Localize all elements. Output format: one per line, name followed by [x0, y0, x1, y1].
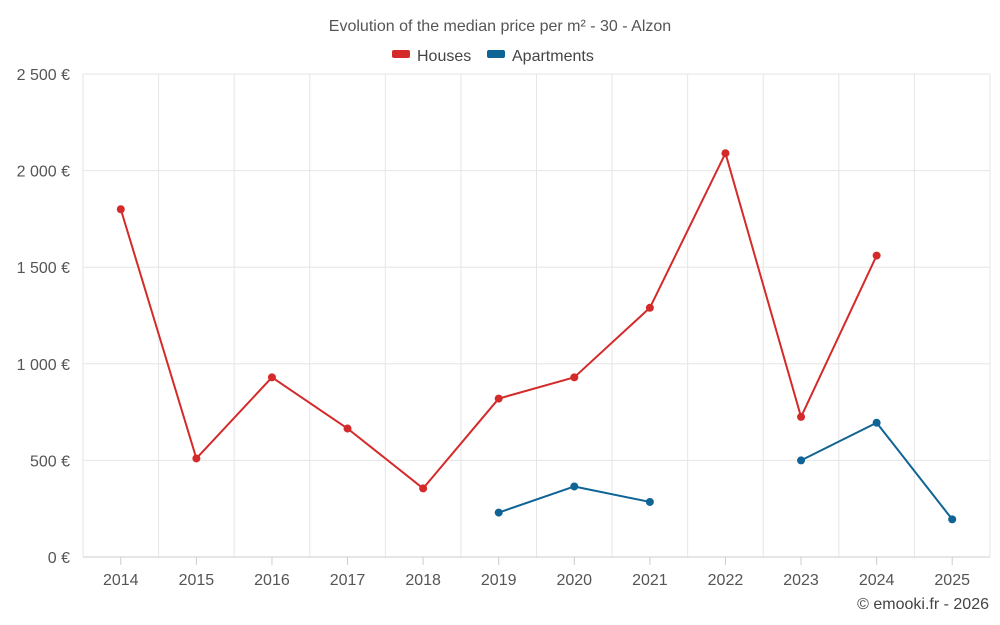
grid	[82, 73, 991, 557]
x-axis: 2014 2015 2016 2017 2018 2019 2020 2021 2022 2023…	[83, 556, 990, 589]
data-point-apartments-2020[interactable]	[570, 482, 579, 491]
data-point-houses-2019[interactable]	[494, 394, 503, 403]
y-tick-label: 500 €	[30, 453, 70, 470]
x-tick-label: 2023	[783, 572, 819, 589]
data-point-apartments-2021[interactable]	[645, 497, 654, 506]
legend: Houses Apartments	[392, 48, 594, 65]
legend-label-houses[interactable]: Houses	[417, 48, 471, 65]
data-point-houses-2015[interactable]	[192, 454, 201, 463]
x-tick-label: 2017	[330, 572, 366, 589]
y-tick-label: 0 €	[48, 550, 70, 567]
series-line-apartments	[800, 421, 953, 520]
data-point-apartments-2019[interactable]	[494, 508, 503, 517]
x-tick-label: 2020	[556, 572, 592, 589]
credit-text: © emooki.fr - 2026	[857, 596, 989, 613]
y-tick-label: 2 500 €	[17, 67, 70, 84]
x-tick-label: 2014	[103, 572, 139, 589]
data-point-houses-2016[interactable]	[267, 373, 276, 382]
data-point-houses-2018[interactable]	[419, 484, 428, 493]
data-point-houses-2020[interactable]	[570, 373, 579, 382]
y-axis: 0 € 500 € 1 000 € 1 500 € 2 000 € 2 500 €	[17, 67, 70, 567]
y-tick-label: 1 500 €	[17, 260, 70, 277]
x-tick-label: 2021	[632, 572, 668, 589]
legend-swatch-houses	[392, 50, 410, 58]
x-tick-label: 2025	[934, 572, 970, 589]
data-point-apartments-2024[interactable]	[872, 418, 881, 427]
x-tick-label: 2015	[179, 572, 215, 589]
series-layer	[116, 149, 957, 524]
x-tick-label: 2018	[405, 572, 441, 589]
data-point-houses-2017[interactable]	[343, 424, 352, 433]
legend-swatch-apartments	[487, 50, 505, 58]
data-point-houses-2023[interactable]	[797, 412, 806, 421]
legend-label-apartments[interactable]: Apartments	[512, 48, 594, 65]
y-tick-label: 1 000 €	[17, 357, 70, 374]
x-tick-label: 2024	[859, 572, 895, 589]
data-point-apartments-2023[interactable]	[797, 456, 806, 465]
x-tick-label: 2022	[708, 572, 744, 589]
data-point-houses-2014[interactable]	[116, 205, 125, 214]
x-tick-label: 2016	[254, 572, 290, 589]
data-point-houses-2022[interactable]	[721, 149, 730, 158]
y-tick-label: 2 000 €	[17, 164, 70, 181]
chart-title: Evolution of the median price per m² - 3…	[329, 18, 671, 35]
data-point-houses-2024[interactable]	[872, 251, 881, 260]
data-point-houses-2021[interactable]	[645, 303, 654, 312]
x-tick-label: 2019	[481, 572, 517, 589]
data-point-apartments-2025[interactable]	[948, 515, 957, 524]
